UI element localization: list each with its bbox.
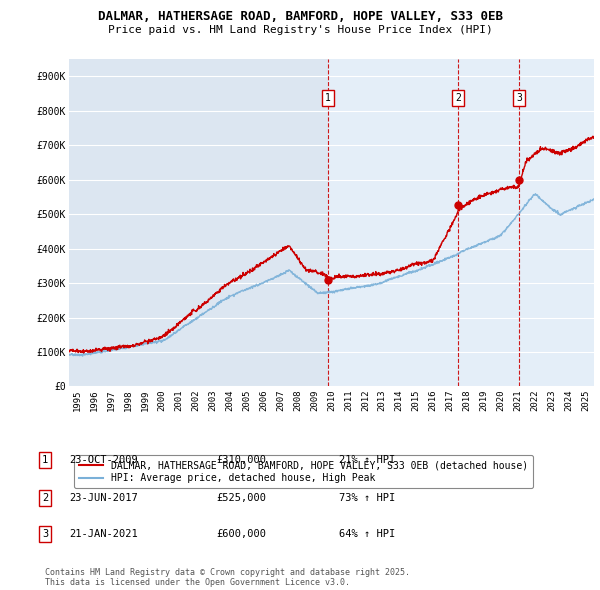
Text: £525,000: £525,000 — [216, 493, 266, 503]
Text: 2: 2 — [42, 493, 48, 503]
Text: 1: 1 — [42, 455, 48, 465]
Text: 1: 1 — [325, 93, 331, 103]
Text: 73% ↑ HPI: 73% ↑ HPI — [339, 493, 395, 503]
Text: 64% ↑ HPI: 64% ↑ HPI — [339, 529, 395, 539]
Bar — [328, 59, 594, 386]
Text: £310,000: £310,000 — [216, 455, 266, 465]
Text: 3: 3 — [516, 93, 522, 103]
Text: £600,000: £600,000 — [216, 529, 266, 539]
Legend: DALMAR, HATHERSAGE ROAD, BAMFORD, HOPE VALLEY, S33 0EB (detached house), HPI: Av: DALMAR, HATHERSAGE ROAD, BAMFORD, HOPE V… — [74, 455, 533, 488]
Text: DALMAR, HATHERSAGE ROAD, BAMFORD, HOPE VALLEY, S33 0EB: DALMAR, HATHERSAGE ROAD, BAMFORD, HOPE V… — [97, 10, 503, 23]
Text: 2: 2 — [455, 93, 461, 103]
Text: 3: 3 — [42, 529, 48, 539]
Text: Price paid vs. HM Land Registry's House Price Index (HPI): Price paid vs. HM Land Registry's House … — [107, 25, 493, 35]
Text: 23-JUN-2017: 23-JUN-2017 — [69, 493, 138, 503]
Text: 21-JAN-2021: 21-JAN-2021 — [69, 529, 138, 539]
Text: 23-OCT-2009: 23-OCT-2009 — [69, 455, 138, 465]
Text: Contains HM Land Registry data © Crown copyright and database right 2025.
This d: Contains HM Land Registry data © Crown c… — [45, 568, 410, 587]
Text: 21% ↑ HPI: 21% ↑ HPI — [339, 455, 395, 465]
